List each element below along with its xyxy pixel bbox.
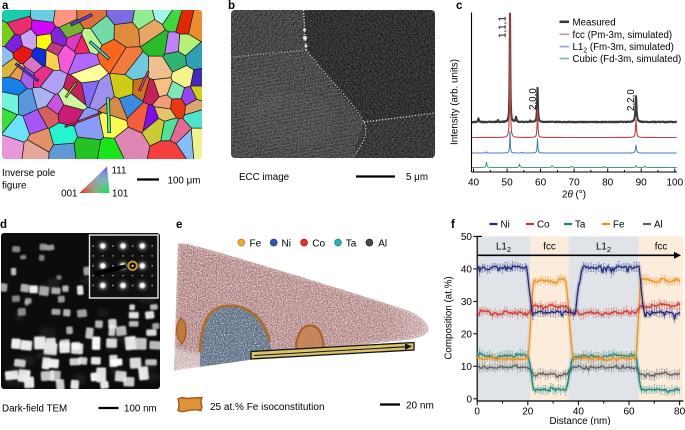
svg-text:100: 100 bbox=[666, 178, 683, 189]
svg-text:Ta: Ta bbox=[346, 238, 357, 249]
svg-text:70: 70 bbox=[569, 178, 581, 189]
svg-text:50: 50 bbox=[461, 232, 473, 243]
svg-text:80: 80 bbox=[602, 178, 614, 189]
svg-text:Intensity (arb. units): Intensity (arb. units) bbox=[450, 59, 461, 145]
svg-text:100 nm: 100 nm bbox=[124, 404, 157, 415]
svg-text:Al: Al bbox=[654, 220, 663, 231]
svg-text:2,0,0: 2,0,0 bbox=[528, 88, 539, 110]
svg-text:101: 101 bbox=[112, 189, 128, 200]
svg-text:5 μm: 5 μm bbox=[406, 172, 428, 183]
svg-text:c: c bbox=[456, 0, 463, 12]
svg-text:10: 10 bbox=[461, 362, 473, 373]
svg-text:001: 001 bbox=[61, 189, 77, 200]
svg-text:40: 40 bbox=[573, 407, 585, 418]
svg-text:Measured: Measured bbox=[573, 17, 616, 28]
svg-text:Ni: Ni bbox=[282, 238, 291, 249]
svg-text:1,1,1: 1,1,1 bbox=[498, 16, 509, 38]
svg-text:L12: L12 bbox=[496, 242, 511, 255]
svg-text:fcc (Pm-3m, simulated): fcc (Pm-3m, simulated) bbox=[573, 30, 673, 41]
svg-text:f: f bbox=[451, 219, 455, 231]
svg-text:20: 20 bbox=[522, 407, 534, 418]
svg-text:b: b bbox=[228, 0, 235, 12]
svg-text:L12: L12 bbox=[596, 242, 611, 255]
svg-text:figure: figure bbox=[2, 181, 27, 192]
svg-text:ECC image: ECC image bbox=[239, 172, 290, 183]
svg-text:2,2,0: 2,2,0 bbox=[626, 89, 637, 111]
svg-text:0: 0 bbox=[466, 395, 472, 406]
svg-text:a: a bbox=[2, 0, 9, 12]
svg-text:Cubic (Fd-3m, simulated): Cubic (Fd-3m, simulated) bbox=[573, 54, 682, 65]
svg-text:60: 60 bbox=[623, 407, 635, 418]
svg-text:Dark-field TEM: Dark-field TEM bbox=[2, 404, 67, 415]
svg-text:Co: Co bbox=[537, 220, 550, 231]
svg-text:90: 90 bbox=[636, 178, 648, 189]
svg-text:Inverse pole: Inverse pole bbox=[2, 168, 56, 179]
svg-text:Al: Al bbox=[378, 238, 387, 249]
svg-text:Fe: Fe bbox=[250, 238, 262, 249]
svg-text:Fe: Fe bbox=[613, 220, 625, 231]
svg-text:40: 40 bbox=[461, 265, 473, 276]
svg-text:Ni: Ni bbox=[501, 220, 510, 231]
svg-text:fcc: fcc bbox=[655, 242, 668, 253]
svg-text:Distance (nm): Distance (nm) bbox=[550, 416, 611, 425]
svg-text:60: 60 bbox=[535, 178, 547, 189]
svg-text:111: 111 bbox=[112, 166, 127, 177]
svg-text:fcc: fcc bbox=[543, 242, 556, 253]
svg-text:100 μm: 100 μm bbox=[168, 176, 201, 187]
svg-text:40: 40 bbox=[468, 178, 480, 189]
svg-text:e: e bbox=[176, 219, 182, 231]
svg-text:Co: Co bbox=[312, 238, 325, 249]
svg-text:0: 0 bbox=[474, 407, 480, 418]
svg-text:20 nm: 20 nm bbox=[406, 401, 434, 412]
svg-text:d: d bbox=[0, 219, 7, 231]
svg-text:30: 30 bbox=[461, 297, 473, 308]
svg-text:25 at.% Fe isoconstitution: 25 at.% Fe isoconstitution bbox=[210, 402, 325, 413]
svg-text:50: 50 bbox=[502, 178, 514, 189]
svg-text:80: 80 bbox=[674, 407, 685, 418]
svg-text:2θ (°): 2θ (°) bbox=[562, 190, 586, 201]
svg-text:Composition (at.%): Composition (at.%) bbox=[444, 276, 455, 359]
svg-text:Ta: Ta bbox=[575, 220, 586, 231]
svg-text:L12 (Fm-3m, simulated): L12 (Fm-3m, simulated) bbox=[573, 42, 674, 55]
svg-text:20: 20 bbox=[461, 330, 473, 341]
